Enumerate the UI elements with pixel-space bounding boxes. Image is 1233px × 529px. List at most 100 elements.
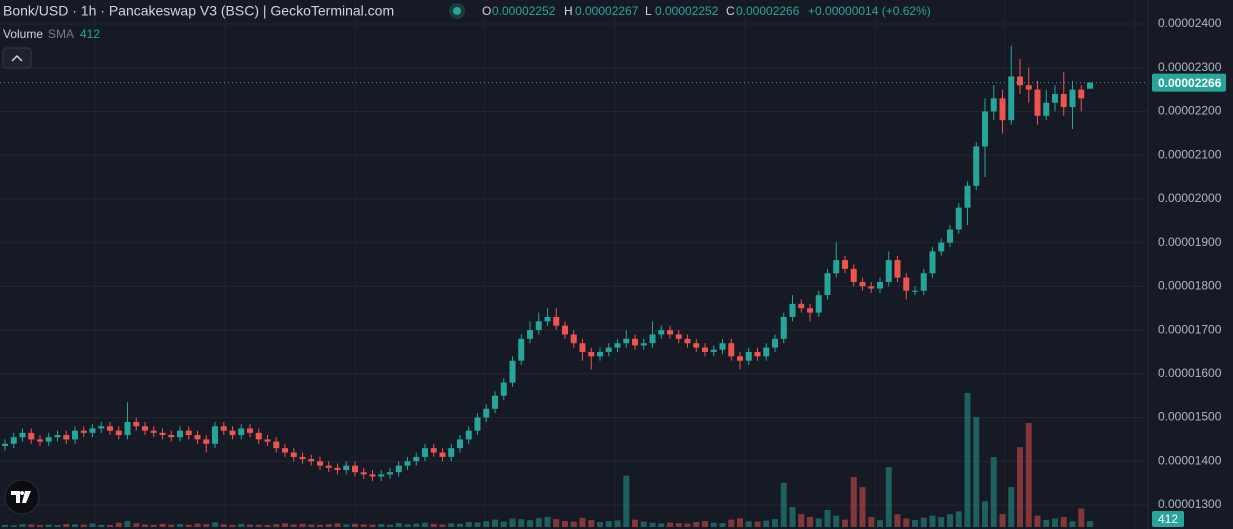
volume-bar: [623, 475, 630, 527]
candle-body: [264, 439, 271, 442]
volume-bar: [982, 501, 988, 527]
volume-bar: [544, 517, 551, 527]
candle-body: [675, 334, 682, 339]
volume-bar: [938, 517, 945, 527]
candle-body: [378, 474, 385, 477]
candle-body: [1069, 89, 1076, 108]
volume-bar: [124, 521, 131, 527]
volume-bar: [483, 521, 490, 527]
volume-bar: [702, 521, 708, 527]
candle-body: [1078, 89, 1085, 99]
volume-bar: [920, 517, 927, 527]
candle-body: [640, 343, 647, 346]
candle-body: [859, 281, 866, 287]
y-tick-label: 0.00001700: [1158, 322, 1222, 336]
volume-bar: [955, 511, 962, 527]
candle-body: [299, 456, 306, 460]
last-volume-label: 412: [1158, 512, 1178, 526]
candle-body: [868, 286, 875, 289]
candle-body: [430, 448, 437, 453]
volume-bar: [614, 520, 621, 527]
volume-bar: [430, 524, 437, 527]
candle-body: [754, 351, 761, 357]
volume-bar: [632, 519, 638, 527]
volume-bar: [89, 523, 96, 527]
volume-bar: [1087, 521, 1093, 527]
volume-bar: [693, 522, 700, 527]
candle-body: [369, 474, 376, 477]
candle-body: [955, 207, 962, 230]
volume-bar: [500, 521, 507, 527]
volume-bar: [754, 521, 761, 527]
candle-body: [693, 343, 700, 348]
volume-bar: [255, 524, 262, 527]
volume-bar: [833, 515, 840, 527]
volume-bar: [220, 524, 227, 527]
volume-bar: [2, 524, 8, 527]
volume-bar: [1034, 515, 1041, 527]
chevron-icon: [11, 54, 23, 62]
candle-body: [177, 430, 183, 438]
candle-body: [413, 456, 420, 462]
candle-body: [553, 316, 560, 326]
volume-bar: [168, 524, 175, 527]
volume-bar: [745, 521, 752, 527]
volume-bar: [422, 522, 428, 527]
volume-bar: [150, 524, 157, 527]
candle-body: [667, 330, 673, 335]
candle-body: [964, 185, 971, 208]
candle-body: [72, 430, 78, 440]
candle-body: [255, 432, 262, 440]
candle-body: [623, 338, 630, 344]
volume-bar: [807, 517, 813, 527]
candle-body: [815, 295, 822, 313]
y-tick-label: 0.00001600: [1158, 366, 1222, 380]
candle-body: [395, 465, 402, 473]
volume-bar: [334, 523, 341, 527]
candle-body: [562, 325, 568, 335]
volume-bar: [640, 521, 647, 527]
volume-bar: [448, 523, 455, 527]
volume-bar: [212, 522, 218, 527]
candle-body: [920, 273, 927, 291]
volume-bar: [1008, 487, 1015, 527]
last-price-tag: [1152, 73, 1226, 92]
candle-body: [89, 428, 96, 433]
logo: [4, 479, 40, 515]
volume-bar: [63, 524, 70, 527]
volume-bar: [894, 514, 901, 527]
volume-bar: [413, 523, 420, 527]
candle-body: [212, 426, 218, 444]
candle-body: [142, 426, 148, 431]
status-dot: [453, 7, 461, 15]
candle-body: [990, 98, 997, 112]
volume-bar: [378, 524, 385, 527]
volume-bar: [509, 518, 516, 527]
volume-bar: [343, 524, 350, 527]
candle-body: [185, 430, 192, 436]
volume-bar: [850, 477, 857, 527]
candle-body: [780, 316, 787, 339]
candle-body: [194, 435, 201, 440]
volume-bar: [107, 525, 113, 527]
candle-body: [973, 146, 980, 186]
volume-bar: [789, 507, 796, 527]
volume-bar: [912, 519, 918, 527]
volume-bar: [798, 514, 805, 527]
candle-body: [789, 303, 796, 317]
volume-bar: [238, 523, 245, 527]
volume-sma: 412: [80, 27, 100, 41]
change: +0.00000014 (+0.62%): [808, 4, 931, 18]
volume-bar: [19, 524, 26, 527]
chart-title: Bonk/USD · 1h · Pancakeswap V3 (BSC) | G…: [3, 3, 394, 19]
candle-body: [290, 452, 297, 457]
candle-body: [159, 432, 166, 436]
ohlc-label: H: [564, 4, 573, 18]
volume-bar: [299, 523, 306, 527]
volume-bar: [45, 524, 52, 527]
candle-body: [343, 465, 350, 471]
collapse-button[interactable]: [2, 47, 32, 69]
volume-bar: [404, 524, 411, 527]
